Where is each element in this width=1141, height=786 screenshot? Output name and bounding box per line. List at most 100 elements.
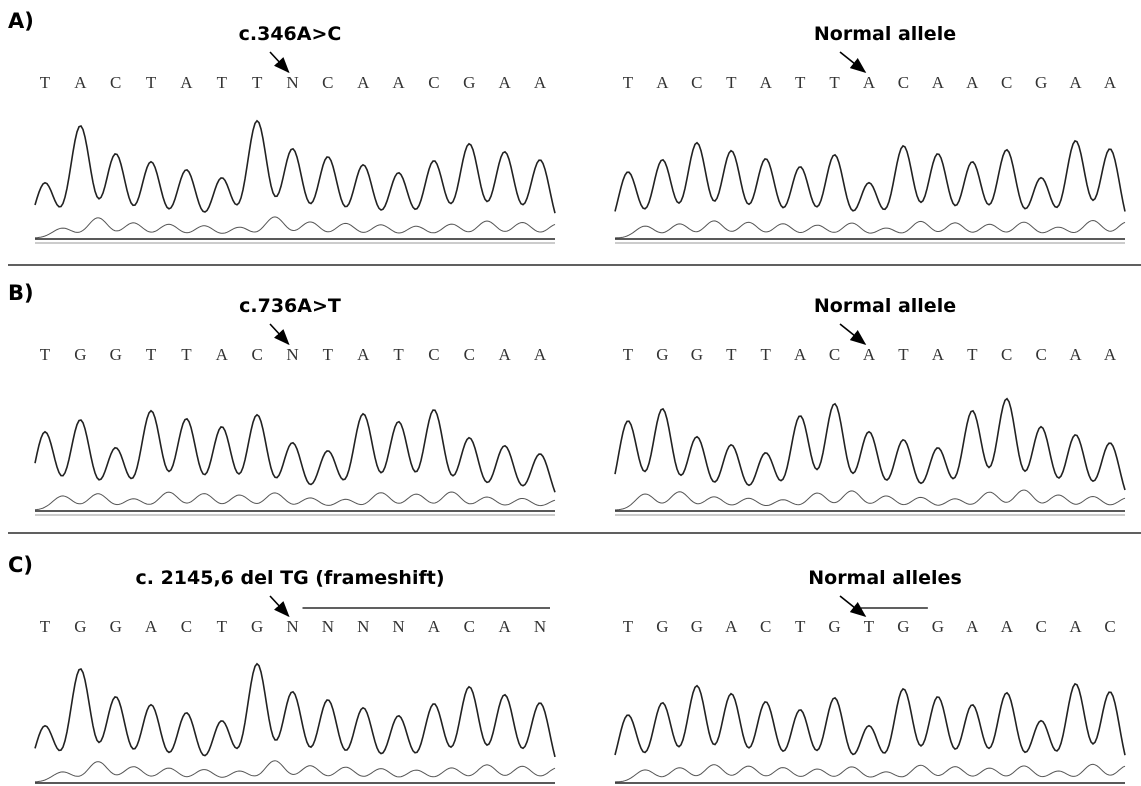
base: C bbox=[464, 617, 475, 636]
base: G bbox=[691, 617, 703, 636]
base: A bbox=[656, 73, 669, 92]
arrow bbox=[270, 596, 289, 616]
base: A bbox=[534, 73, 547, 92]
base: T bbox=[217, 617, 228, 636]
annotation: c.346A>C bbox=[239, 23, 342, 45]
base: G bbox=[74, 345, 86, 364]
trace bbox=[35, 410, 555, 492]
base: A bbox=[932, 345, 945, 364]
base: C bbox=[110, 73, 121, 92]
base: G bbox=[932, 617, 944, 636]
base: C bbox=[251, 345, 262, 364]
base: A bbox=[74, 73, 87, 92]
base: A bbox=[392, 73, 405, 92]
trace bbox=[615, 399, 1125, 490]
base: A bbox=[145, 617, 158, 636]
base: N bbox=[357, 617, 369, 636]
trace bbox=[615, 141, 1125, 212]
base: C bbox=[1035, 617, 1046, 636]
base: G bbox=[1035, 73, 1047, 92]
base: T bbox=[623, 617, 634, 636]
arrow bbox=[840, 596, 865, 616]
base: G bbox=[656, 617, 668, 636]
base: A bbox=[1069, 345, 1082, 364]
base: T bbox=[393, 345, 404, 364]
base: C bbox=[760, 617, 771, 636]
base: T bbox=[967, 345, 978, 364]
base: A bbox=[863, 345, 876, 364]
base: T bbox=[623, 345, 634, 364]
base: T bbox=[726, 345, 737, 364]
base: N bbox=[286, 73, 298, 92]
base: A bbox=[1069, 617, 1082, 636]
base: T bbox=[146, 73, 157, 92]
trace bbox=[35, 761, 555, 782]
base: T bbox=[898, 345, 909, 364]
base: C bbox=[464, 345, 475, 364]
base: A bbox=[966, 73, 979, 92]
base: A bbox=[357, 345, 370, 364]
base: A bbox=[499, 73, 512, 92]
trace bbox=[615, 684, 1125, 755]
annotation: c.736A>T bbox=[239, 295, 341, 317]
base: A bbox=[725, 617, 738, 636]
base: G bbox=[828, 617, 840, 636]
base: G bbox=[656, 345, 668, 364]
base: C bbox=[428, 73, 439, 92]
trace bbox=[35, 664, 555, 757]
base: C bbox=[1001, 345, 1012, 364]
base: A bbox=[1104, 73, 1117, 92]
base: T bbox=[217, 73, 228, 92]
base: T bbox=[146, 345, 157, 364]
base: C bbox=[829, 345, 840, 364]
annotation: Normal allele bbox=[814, 23, 956, 45]
panel-label: C) bbox=[8, 553, 33, 577]
trace bbox=[615, 764, 1125, 782]
arrow bbox=[270, 52, 289, 72]
base: T bbox=[40, 617, 51, 636]
figure: A) c.346A>C T A C T A T T N C A A C G A A Normal allele T A… bbox=[0, 0, 1141, 786]
base: N bbox=[392, 617, 404, 636]
base: G bbox=[110, 617, 122, 636]
base: A bbox=[1001, 617, 1014, 636]
base: A bbox=[499, 617, 512, 636]
base: N bbox=[286, 617, 298, 636]
base: T bbox=[761, 345, 772, 364]
annotation: c. 2145,6 del TG (frameshift) bbox=[135, 567, 444, 589]
arrow bbox=[840, 52, 865, 72]
base: A bbox=[966, 617, 979, 636]
base: G bbox=[251, 617, 263, 636]
base: C bbox=[898, 73, 909, 92]
base: A bbox=[863, 73, 876, 92]
trace bbox=[35, 492, 555, 510]
base: A bbox=[1104, 345, 1117, 364]
panel-label: B) bbox=[8, 281, 34, 305]
trace bbox=[35, 217, 555, 238]
base: T bbox=[795, 73, 806, 92]
base: C bbox=[691, 73, 702, 92]
base: T bbox=[40, 73, 51, 92]
base: T bbox=[40, 345, 51, 364]
base: A bbox=[794, 345, 807, 364]
base: C bbox=[181, 617, 192, 636]
base: C bbox=[1001, 73, 1012, 92]
base: N bbox=[322, 617, 334, 636]
arrow bbox=[840, 324, 865, 344]
base: A bbox=[1069, 73, 1082, 92]
base: C bbox=[322, 73, 333, 92]
arrow bbox=[270, 324, 289, 344]
base: N bbox=[534, 617, 546, 636]
base: T bbox=[726, 73, 737, 92]
base: A bbox=[428, 617, 441, 636]
base: T bbox=[252, 73, 263, 92]
base: A bbox=[499, 345, 512, 364]
base: G bbox=[110, 345, 122, 364]
base: C bbox=[428, 345, 439, 364]
annotation: Normal alleles bbox=[808, 567, 962, 589]
base: A bbox=[216, 345, 229, 364]
panel-label: A) bbox=[8, 9, 34, 33]
base: A bbox=[357, 73, 370, 92]
base: G bbox=[74, 617, 86, 636]
base: G bbox=[897, 617, 909, 636]
base: T bbox=[864, 617, 875, 636]
